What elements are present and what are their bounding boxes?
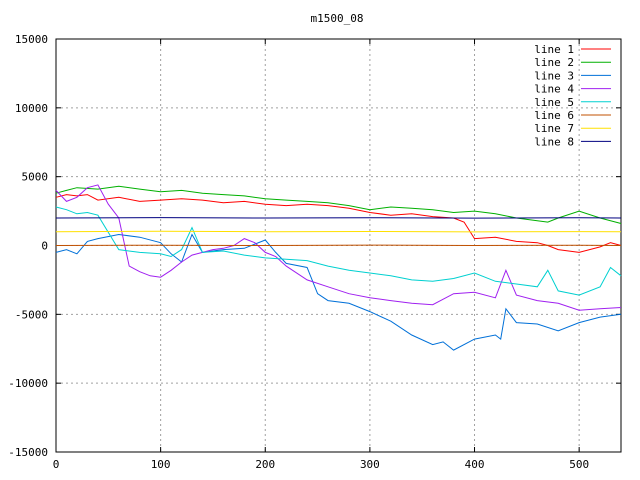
y-tick-label: 5000 <box>22 171 49 184</box>
y-tick-label: -15000 <box>8 446 48 459</box>
legend-label-7: line 7 <box>534 122 574 135</box>
legend-label-6: line 6 <box>534 109 574 122</box>
legend-label-2: line 2 <box>534 56 574 69</box>
x-tick-label: 400 <box>465 458 485 471</box>
series-line-8 <box>55 217 622 219</box>
y-tick-labels: -15000 -10000 -5000 0 5000 10000 15000 <box>8 33 48 459</box>
series-line-2 <box>55 185 622 224</box>
x-tick-label: 0 <box>53 458 60 471</box>
legend-label-8: line 8 <box>534 135 574 148</box>
series-line-5 <box>55 206 622 296</box>
series-lines <box>55 184 622 351</box>
x-tick-labels: 0 100 200 300 400 500 <box>53 458 589 471</box>
y-tick-label: 0 <box>41 240 48 253</box>
series-line-3 <box>55 233 622 351</box>
x-tick-label: 100 <box>151 458 171 471</box>
x-tick-label: 500 <box>569 458 589 471</box>
series-line-1 <box>55 194 622 253</box>
y-tick-label: -5000 <box>15 308 48 321</box>
series-line-7 <box>55 230 622 233</box>
x-tick-label: 300 <box>360 458 380 471</box>
y-tick-label: 10000 <box>15 102 48 115</box>
chart-title: m1500_08 <box>311 12 364 25</box>
legend-label-5: line 5 <box>534 96 574 109</box>
series-line-4 <box>55 184 622 311</box>
legend-label-4: line 4 <box>534 83 574 96</box>
x-tick-label: 200 <box>255 458 275 471</box>
y-tick-label: -10000 <box>8 377 48 390</box>
legend-label-1: line 1 <box>534 43 574 56</box>
y-tick-label: 15000 <box>15 33 48 46</box>
legend-label-3: line 3 <box>534 69 574 82</box>
